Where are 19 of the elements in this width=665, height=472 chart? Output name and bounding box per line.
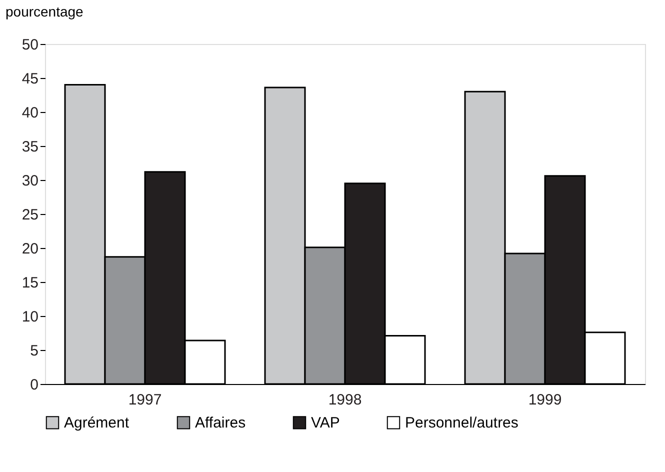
y-tick-label: 35	[22, 138, 38, 156]
y-tick-label: 50	[22, 36, 38, 54]
y-tick-label: 40	[22, 104, 38, 122]
y-tick-label: 10	[22, 308, 38, 326]
legend-label: VAP	[311, 414, 340, 432]
x-tick-label: 1999	[528, 392, 562, 408]
y-axis-title: pourcentage	[6, 4, 84, 20]
y-tick-label: 5	[30, 342, 38, 360]
legend-label: Personnel/autres	[405, 414, 518, 432]
x-tick-label: 1997	[128, 392, 162, 408]
x-tick-label: 1998	[328, 392, 362, 408]
y-tick-label: 15	[22, 274, 38, 292]
legend-label: Affaires	[195, 414, 246, 432]
y-tick-label: 20	[22, 240, 38, 258]
y-tick-label: 45	[22, 70, 38, 88]
y-tick-label: 0	[30, 376, 38, 394]
y-tick-label: 25	[22, 206, 38, 224]
legend-label: Agrément	[64, 414, 130, 432]
y-tick-label: 30	[22, 172, 38, 190]
